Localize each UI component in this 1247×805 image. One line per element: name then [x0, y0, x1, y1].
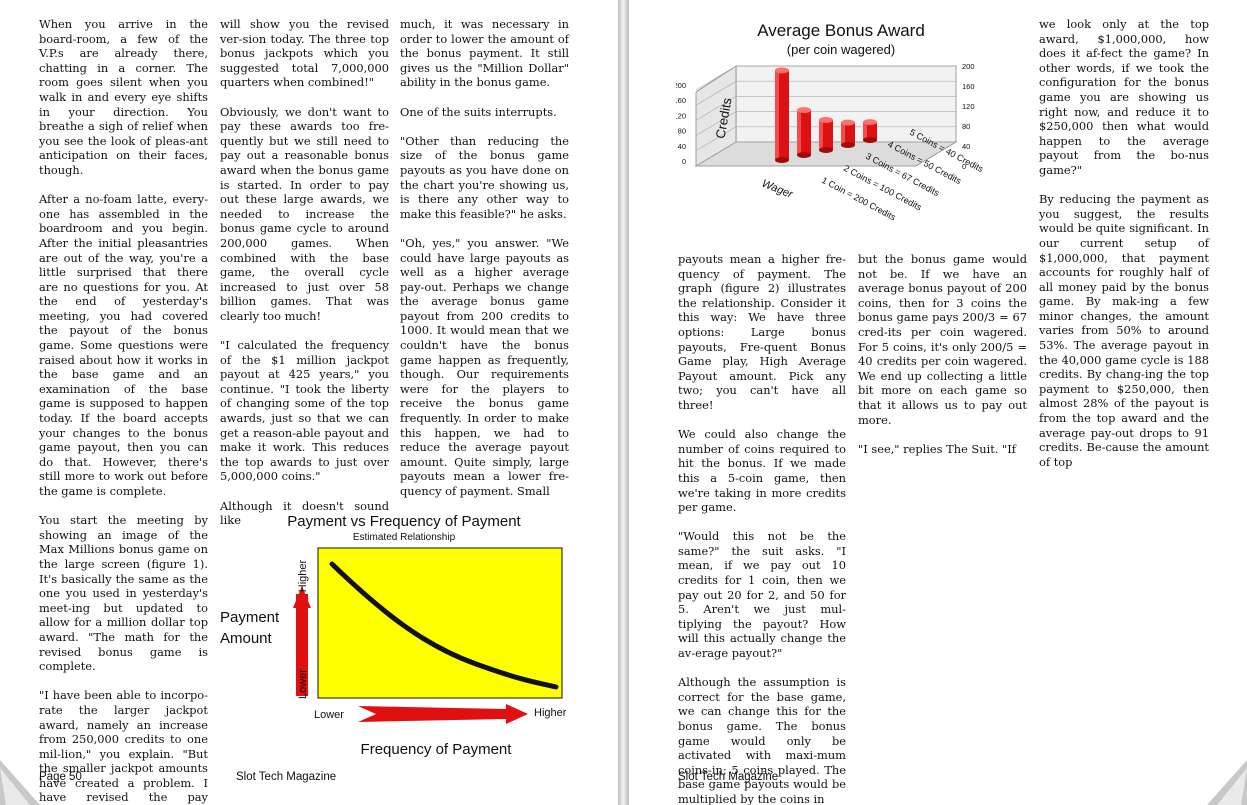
right-tick-label: 120: [962, 102, 975, 111]
paragraph: "Other than reducing the size of the bon…: [400, 133, 569, 221]
paragraph: we look only at the top award, $1,000,00…: [1039, 17, 1209, 177]
paragraph: After a no-foam latte, every-one has ass…: [39, 192, 208, 498]
figure2-subtitle: Estimated Relationship: [353, 532, 456, 543]
paragraph: "I see," replies The Suit. "If: [858, 441, 1016, 456]
paragraph: Although the assumption is correct for t…: [678, 675, 846, 805]
gridline: [695, 141, 956, 167]
y-tick-label: 0: [682, 157, 686, 166]
y-axis-label-line2: Amount: [220, 630, 273, 647]
right-column-3: we look only at the top award, $1,000,00…: [1039, 17, 1209, 469]
right-tick-label: 160: [962, 82, 975, 91]
paragraph: One of the suits interrupts.: [400, 104, 557, 119]
payment-curve: [329, 561, 559, 690]
right-tick-labels: 200 160 120 80 40 0: [962, 62, 975, 171]
right-column-1: payouts mean a higher fre-quency of paym…: [678, 252, 846, 805]
y-tick-label: 160: [676, 96, 686, 105]
gridline: [695, 65, 956, 91]
left-column-1: When you arrive in the board-room, a few…: [39, 17, 208, 805]
paragraph: We could also change the number of coins…: [678, 427, 846, 515]
bar: [775, 67, 789, 163]
paragraph: "Oh, yes," you answer. "We could have la…: [400, 235, 569, 498]
y-tick-label: 200: [676, 81, 686, 90]
left-page: When you arrive in the board-room, a few…: [0, 0, 618, 805]
y-axis-label: Credits: [713, 96, 735, 140]
y-tick-label: 80: [678, 127, 686, 136]
right-tick-label: 80: [962, 122, 970, 131]
paragraph: "I have been able to incorpo-rate the la…: [39, 688, 208, 805]
right-page: Average Bonus Award (per coin wagered) 2…: [629, 0, 1247, 805]
bar: [863, 119, 877, 143]
paragraph: When you arrive in the board-room, a few…: [39, 17, 208, 177]
figure-payment-vs-frequency: Payment vs Frequency of Payment Estimate…: [220, 513, 567, 758]
right-tick-label: 200: [962, 62, 975, 71]
magazine-name-right: Slot Tech Magazine: [678, 771, 779, 783]
page-gutter: [618, 0, 629, 805]
left-column-3: much, it was necessary in order to lower…: [400, 17, 569, 499]
x-low-label: Lower: [314, 709, 344, 721]
paragraph: You start the meeting by showing an imag…: [39, 513, 208, 674]
page-curl-left: [0, 760, 40, 805]
right-column-2: but the bonus game would not be. If we h…: [858, 252, 1027, 456]
y-high-label: Higher: [297, 559, 309, 592]
paragraph: but the bonus game would not be. If we h…: [858, 252, 1027, 427]
page-number: Page 50: [39, 771, 82, 783]
y-axis-arrow-head: [293, 586, 311, 608]
x-high-label: Higher: [534, 707, 567, 719]
y-axis-arrow-shaft: [296, 594, 308, 696]
paragraph: Although it doesn't sound like: [220, 498, 389, 528]
bar: [841, 119, 855, 148]
paragraph: will show you the revised ver-sion today…: [220, 17, 389, 90]
paragraph: By reducing the payment as you suggest, …: [1039, 192, 1209, 469]
chart-title: Average Bonus Award: [757, 21, 925, 40]
chart-subtitle: (per coin wagered): [787, 42, 895, 57]
y-low-label: Lower: [297, 669, 309, 699]
gridline: [695, 96, 956, 121]
bar: [819, 116, 833, 153]
magazine-name-left: Slot Tech Magazine: [236, 771, 337, 783]
paragraph: Obviously, we don't want to pay these aw…: [220, 104, 389, 323]
left-column-2: will show you the revised ver-sion today…: [220, 17, 389, 528]
gridline: [695, 111, 956, 136]
y-tick-label: 120: [676, 111, 686, 120]
chart-bars: [775, 67, 877, 163]
right-tick-label: 0: [962, 162, 966, 171]
figure2-title: Payment vs Frequency of Payment: [287, 513, 521, 530]
page-curl-right: [1207, 760, 1247, 805]
gridline: [695, 80, 956, 106]
left-tick-labels: 200 160 120 80 40 0: [676, 81, 686, 166]
gridline: [695, 126, 956, 152]
chart-gridlines: [695, 65, 956, 167]
right-tick-label: 40: [962, 142, 970, 151]
bar: [797, 107, 811, 158]
x-axis-label: Frequency of Payment: [361, 741, 513, 758]
paragraph: "Would this not be the same?" the suit a…: [678, 529, 846, 661]
figure-average-bonus-award: Average Bonus Award (per coin wagered) 2…: [676, 21, 985, 223]
y-axis-label-line1: Payment: [220, 609, 280, 626]
paragraph: payouts mean a higher fre-quency of paym…: [678, 252, 846, 412]
y-tick-label: 40: [678, 142, 686, 151]
paragraph: much, it was necessary in order to lower…: [400, 17, 569, 90]
x-axis-label: Wager: [760, 178, 796, 202]
paragraph: "I calculated the frequency of the $1 mi…: [220, 338, 389, 484]
plot-area: [317, 547, 563, 699]
category-label: 1 Coin = 200 Credits: [820, 175, 898, 223]
x-axis-arrow: [358, 704, 528, 724]
